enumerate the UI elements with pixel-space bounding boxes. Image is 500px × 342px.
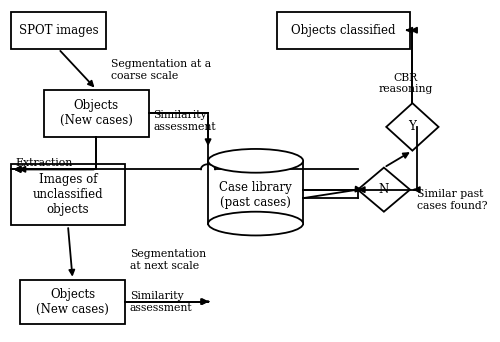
Ellipse shape xyxy=(208,149,303,173)
Text: Y: Y xyxy=(408,120,416,133)
Bar xyxy=(277,12,410,49)
Text: Segmentation
at next scale: Segmentation at next scale xyxy=(130,249,206,271)
Polygon shape xyxy=(386,103,438,150)
Bar xyxy=(44,90,148,137)
Ellipse shape xyxy=(208,212,303,235)
Text: Similarity
assessment: Similarity assessment xyxy=(130,291,192,313)
Text: Objects
(New cases): Objects (New cases) xyxy=(36,288,109,316)
Text: Similarity
assessment: Similarity assessment xyxy=(154,110,216,132)
Polygon shape xyxy=(358,168,410,212)
Bar xyxy=(208,173,303,224)
Bar xyxy=(11,164,125,225)
Text: SPOT images: SPOT images xyxy=(18,24,98,37)
Text: Case library
(past cases): Case library (past cases) xyxy=(219,181,292,209)
Text: Segmentation at a
coarse scale: Segmentation at a coarse scale xyxy=(110,59,211,81)
Text: Similar past
cases found?: Similar past cases found? xyxy=(417,189,488,211)
Text: CBR
reasoning: CBR reasoning xyxy=(378,73,432,94)
Text: N: N xyxy=(379,183,389,196)
Text: Objects classified: Objects classified xyxy=(292,24,396,37)
Text: Extraction: Extraction xyxy=(16,158,73,168)
Text: Images of
unclassified
objects: Images of unclassified objects xyxy=(32,173,103,216)
Bar xyxy=(11,12,106,49)
Text: Objects
(New cases): Objects (New cases) xyxy=(60,99,133,127)
Bar xyxy=(20,279,125,324)
